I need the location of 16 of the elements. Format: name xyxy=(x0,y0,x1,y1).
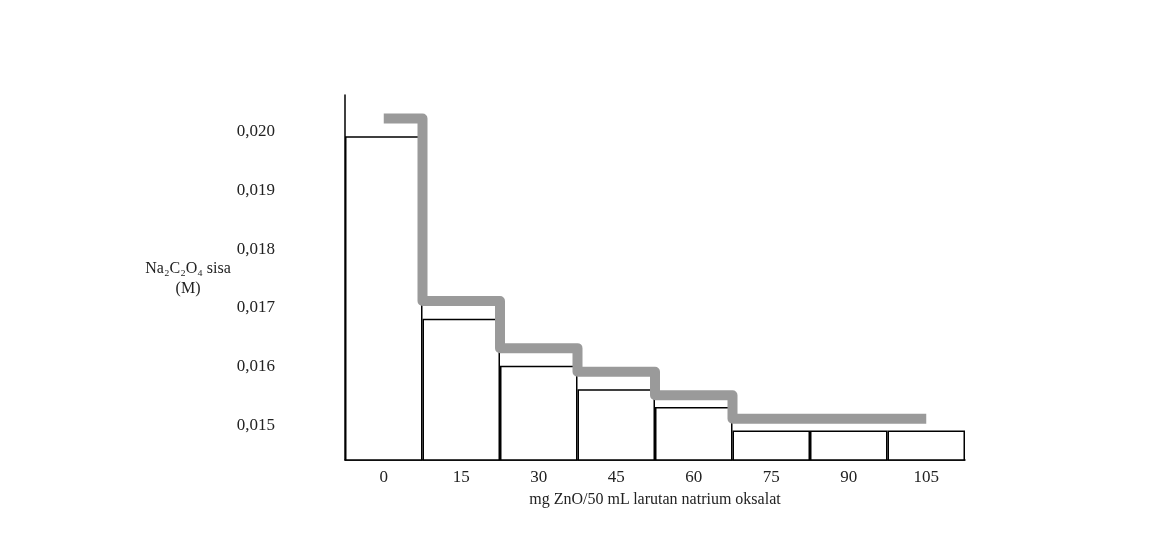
y-tick-label: 0,016 xyxy=(236,356,275,376)
y-tick-label: 0,019 xyxy=(236,179,275,199)
y-tick-label: 0,020 xyxy=(236,120,275,140)
x-axis-title: mg ZnO/50 mL larutan natrium oksalat xyxy=(529,489,782,508)
x-tick-label: 30 xyxy=(530,467,548,486)
x-tick-label: 90 xyxy=(840,467,858,486)
y-tick-label: 0,017 xyxy=(236,297,276,317)
x-tick-label: 0 xyxy=(379,467,388,486)
x-tick-label: 75 xyxy=(762,467,780,486)
y-tick-label: 0,015 xyxy=(236,415,275,435)
x-tick-label: 15 xyxy=(452,467,470,486)
x-tick-label: 60 xyxy=(685,467,703,486)
x-tick-label: 45 xyxy=(607,467,625,486)
y-tick-label: 0,018 xyxy=(236,238,275,258)
x-tick-label: 105 xyxy=(913,467,939,486)
y-axis-title: Na₂C₂O₄ sisa (M) xyxy=(145,259,231,297)
